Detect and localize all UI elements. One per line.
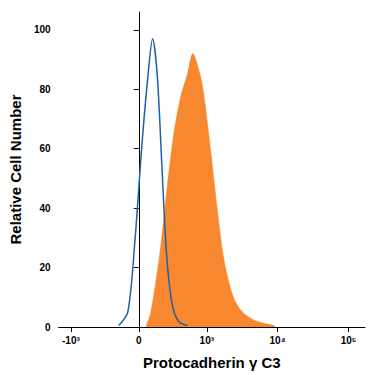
svg-text:0: 0 — [136, 335, 142, 346]
svg-text:10³: 10³ — [200, 335, 215, 346]
svg-text:20: 20 — [39, 262, 51, 273]
svg-text:100: 100 — [34, 24, 51, 35]
svg-text:0: 0 — [45, 322, 51, 333]
svg-text:80: 80 — [39, 84, 51, 95]
svg-text:Relative Cell Number: Relative Cell Number — [7, 94, 24, 244]
svg-text:40: 40 — [39, 203, 51, 214]
svg-text:10⁴: 10⁴ — [269, 335, 285, 346]
svg-text:60: 60 — [39, 143, 51, 154]
svg-text:Protocadherin γ C3: Protocadherin γ C3 — [143, 354, 281, 371]
svg-text:10⁵: 10⁵ — [341, 335, 357, 346]
svg-text:-10³: -10³ — [62, 335, 80, 346]
